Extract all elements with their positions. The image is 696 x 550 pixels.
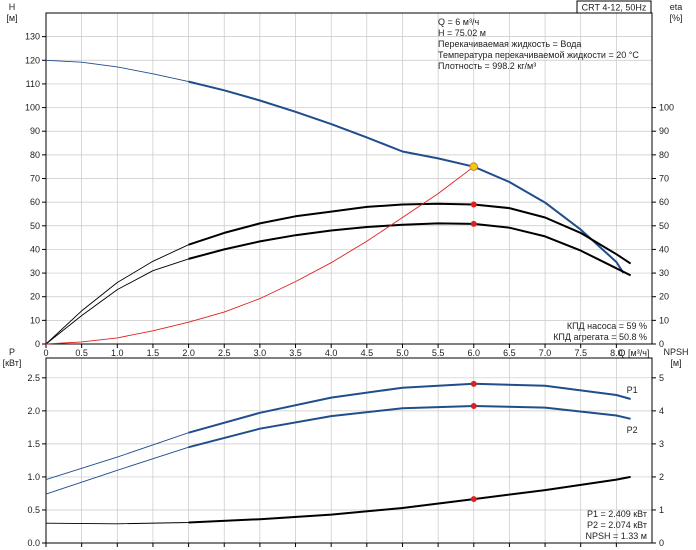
chart-1-plot-frame	[45, 12, 653, 345]
chart-2-y-axis-unit-right: [м]	[670, 358, 681, 368]
chart-1-x-tick-label: 1.5	[147, 348, 160, 358]
chart-1-x-tick-label: 4.5	[361, 348, 374, 358]
chart-2-y-axis-title-left: P	[9, 347, 15, 357]
chart-1-title: CRT 4-12, 50Hz	[582, 3, 647, 13]
chart-1-y-tick-label-right: 0	[659, 339, 664, 349]
chart-1-result-line: КПД насоса = 59 %	[567, 321, 647, 331]
chart-1-y-tick-label-left: 130	[25, 32, 40, 42]
chart-1-y-tick-label-left: 40	[30, 244, 40, 254]
chart-1-y-tick-label-right: 100	[659, 103, 674, 113]
chart-1-y-tick-label-left: 20	[30, 292, 40, 302]
chart-1-curve-1	[45, 59, 624, 274]
chart-1-y-tick-label-left: 80	[30, 150, 40, 160]
chart-2-result-line: P2 = 2.074 кВт	[587, 520, 647, 530]
chart-1-x-tick-label: 6.5	[503, 348, 516, 358]
chart-2-y-tick-label-right: 3	[659, 439, 664, 449]
chart-1-y-tick-label-left: 10	[30, 315, 40, 325]
chart-2-duty-point-marker-1	[470, 380, 477, 387]
chart-2-y-tick-label-right: 1	[659, 505, 664, 515]
chart-2-y-tick-label-right: 5	[659, 373, 664, 383]
chart-1-duty-point-marker-1	[469, 162, 478, 171]
chart-2-y-tick-label-left: 2.0	[27, 406, 40, 416]
chart-1-curve-1-operating-range	[188, 80, 625, 274]
chart-1-y-tick-label-right: 40	[659, 244, 669, 254]
chart-1-y-tick-label-left: 120	[25, 55, 40, 65]
chart-1-curve-3-operating-range	[188, 222, 632, 277]
chart-2-curve-2	[45, 405, 631, 495]
chart-2-y-axis-unit-left: [кВт]	[3, 358, 22, 368]
chart-1-curve-2-operating-range	[188, 202, 632, 265]
chart-1-x-tick-label: 1.0	[111, 348, 124, 358]
chart-2-y-tick-label-left: 0.0	[27, 538, 40, 548]
chart-1-x-tick-label: 7.0	[539, 348, 552, 358]
chart-1-y-axis-title-right: eta	[670, 2, 683, 12]
chart-1-x-tick-label: 0	[43, 348, 48, 358]
chart-1-x-tick-label: 5.5	[432, 348, 445, 358]
chart-2-result-line: P1 = 2.409 кВт	[587, 509, 647, 519]
chart-2-series-label-p2: P2	[627, 425, 638, 435]
chart-1-x-tick-label: 8.0	[610, 348, 623, 358]
chart-1-y-tick-label-right: 70	[659, 174, 669, 184]
chart-1-curve-3	[45, 222, 631, 345]
chart-2-result-line: NPSH = 1.33 м	[586, 531, 647, 541]
chart-1-x-tick-label: 2.5	[218, 348, 231, 358]
chart-2-y-tick-label-left: 0.5	[27, 505, 40, 515]
chart-1-y-tick-label-left: 50	[30, 221, 40, 231]
chart-2-y-tick-label-left: 2.5	[27, 373, 40, 383]
chart-1-x-tick-label: 0.5	[75, 348, 88, 358]
chart-1-y-tick-label-right: 20	[659, 292, 669, 302]
chart-1-y-axis-unit-left: [м]	[6, 13, 17, 23]
chart-1-y-tick-label-right: 50	[659, 221, 669, 231]
chart-2-y-tick-label-right: 0	[659, 538, 664, 548]
chart-1-y-axis-unit-right: [%]	[669, 13, 682, 23]
chart-1-x-tick-label: 6.0	[468, 348, 481, 358]
chart-2-duty-point-marker-2	[470, 402, 477, 409]
chart-2-y-tick-label-left: 1.0	[27, 472, 40, 482]
chart-1-y-tick-label-right: 80	[659, 150, 669, 160]
chart-1-y-tick-label-right: 10	[659, 315, 669, 325]
chart-2-curve-1-operating-range	[188, 382, 631, 434]
chart-1-x-tick-label: 3.0	[254, 348, 267, 358]
chart-1-x-tick-label: 3.5	[289, 348, 302, 358]
chart-2-y-tick-label-right: 4	[659, 406, 664, 416]
chart-1-y-axis-title-left: H	[9, 2, 16, 12]
chart-1-y-tick-label-left: 0	[35, 339, 40, 349]
chart-1-info-line: Q = 6 м³/ч	[438, 17, 479, 27]
chart-1-result-line: КПД агрегата = 50.8 %	[553, 332, 647, 342]
chart-1-x-tick-label: 4.0	[325, 348, 338, 358]
chart-1-x-tick-label: 7.5	[574, 348, 587, 358]
chart-2-plot-frame	[45, 357, 653, 544]
chart-1-info-line: Температура перекачиваемой жидкости = 20…	[438, 50, 639, 60]
chart-2-curve-3	[45, 476, 631, 525]
chart-2-y-tick-label-right: 2	[659, 472, 664, 482]
chart-2-y-axis-title-right: NPSH	[663, 347, 688, 357]
chart-2-curve-3-operating-range	[188, 475, 631, 524]
chart-1-y-tick-label-right: 60	[659, 197, 669, 207]
chart-2-curve-2-operating-range	[188, 405, 631, 449]
chart-1-y-tick-label-left: 30	[30, 268, 40, 278]
chart-1-y-tick-label-right: 30	[659, 268, 669, 278]
chart-1-info-line: Перекачиваемая жидкость = Вода	[438, 39, 581, 49]
chart-1-info-line: H = 75.02 м	[438, 28, 486, 38]
chart-1-curve-2	[45, 203, 631, 345]
chart-1-y-tick-label-left: 90	[30, 126, 40, 136]
chart-2-duty-point-marker-3	[470, 496, 477, 503]
chart-1-info-line: Плотность = 998.2 кг/м³	[438, 61, 536, 71]
chart-1-duty-point-marker-3	[470, 220, 477, 227]
chart-1-curve-4	[45, 166, 475, 345]
chart-1-y-tick-label-left: 100	[25, 103, 40, 113]
chart-1-x-axis-title: Q [м³/ч]	[619, 348, 650, 358]
chart-1-duty-point-marker-2	[470, 201, 477, 208]
chart-1-x-tick-label: 2.0	[182, 348, 195, 358]
chart-1-x-tick-label: 5.0	[396, 348, 409, 358]
chart-2-y-tick-label-left: 1.5	[27, 439, 40, 449]
chart-1-title-box	[576, 0, 652, 14]
chart-2-series-label-p1: P1	[627, 385, 638, 395]
chart-1-y-tick-label-left: 60	[30, 197, 40, 207]
chart-1-y-tick-label-left: 110	[26, 79, 40, 89]
chart-1-y-tick-label-right: 90	[659, 126, 669, 136]
chart-1-y-tick-label-left: 70	[30, 174, 40, 184]
